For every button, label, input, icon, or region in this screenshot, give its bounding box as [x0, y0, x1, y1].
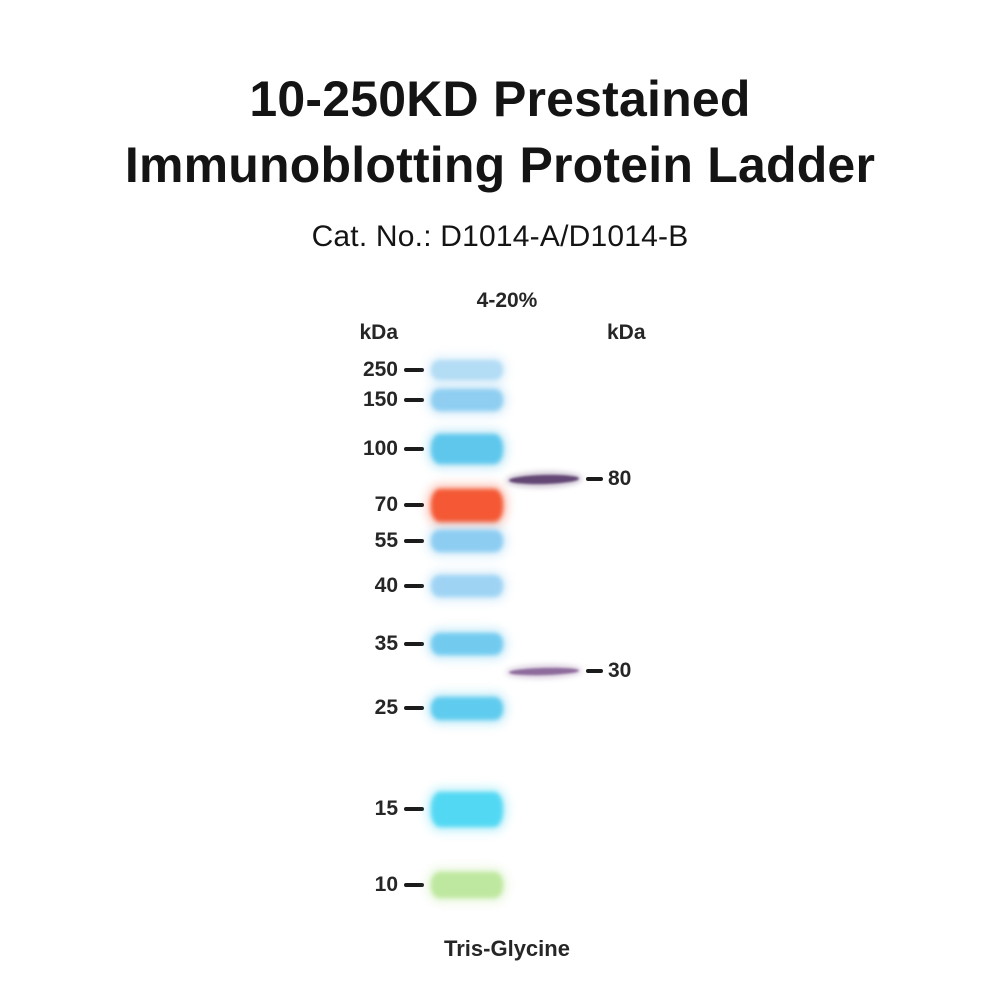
product-title-line1: 10-250KD Prestained	[249, 71, 751, 127]
blot-tick-mark	[586, 669, 603, 673]
buffer-system-label: Tris-Glycine	[444, 936, 570, 961]
ladder-band-kda-label: 55	[374, 529, 398, 552]
ladder-tick-mark	[404, 706, 424, 710]
ladder-band	[431, 575, 503, 597]
ladder-band-kda-label: 15	[374, 797, 398, 820]
ladder-band	[431, 530, 503, 552]
blot-tick-mark	[586, 477, 603, 481]
gel-percentage-label: 4-20%	[476, 289, 538, 312]
kda-unit-label-left: kDa	[359, 321, 398, 344]
ladder-tick-mark	[404, 539, 424, 543]
blot-band-kda-label: 30	[608, 659, 632, 682]
ladder-tick-mark	[404, 503, 424, 507]
ladder-tick-mark	[404, 807, 424, 811]
kda-unit-label-right: kDa	[607, 321, 646, 344]
ladder-band-kda-label: 70	[374, 493, 398, 516]
ladder-band	[431, 633, 503, 655]
ladder-band	[431, 434, 503, 464]
ladder-band-kda-label: 250	[362, 358, 398, 381]
blot-band-kda-label: 80	[608, 467, 632, 490]
ladder-band-kda-label: 40	[374, 574, 398, 597]
ladder-tick-mark	[404, 398, 424, 402]
ladder-tick-mark	[404, 584, 424, 588]
ladder-band	[431, 389, 503, 411]
ladder-band	[431, 791, 503, 827]
ladder-band	[431, 872, 503, 898]
ladder-band-kda-label: 25	[374, 696, 398, 719]
ladder-band-kda-label: 150	[362, 388, 398, 411]
ladder-tick-mark	[404, 447, 424, 451]
ladder-band	[431, 696, 503, 720]
product-title: 10-250KD Prestained Immunoblotting Prote…	[0, 66, 1000, 198]
ladder-tick-mark	[404, 642, 424, 646]
catalog-number: Cat. No.: D1014-A/D1014-B	[311, 220, 689, 253]
ladder-tick-mark	[404, 883, 424, 887]
ladder-band	[431, 488, 503, 522]
product-title-line2: Immunoblotting Protein Ladder	[124, 137, 876, 193]
ladder-band	[431, 360, 503, 380]
ladder-band-kda-label: 35	[374, 632, 398, 655]
ladder-band-kda-label: 100	[362, 437, 398, 460]
ladder-band-kda-label: 10	[374, 873, 398, 896]
ladder-tick-mark	[404, 368, 424, 372]
